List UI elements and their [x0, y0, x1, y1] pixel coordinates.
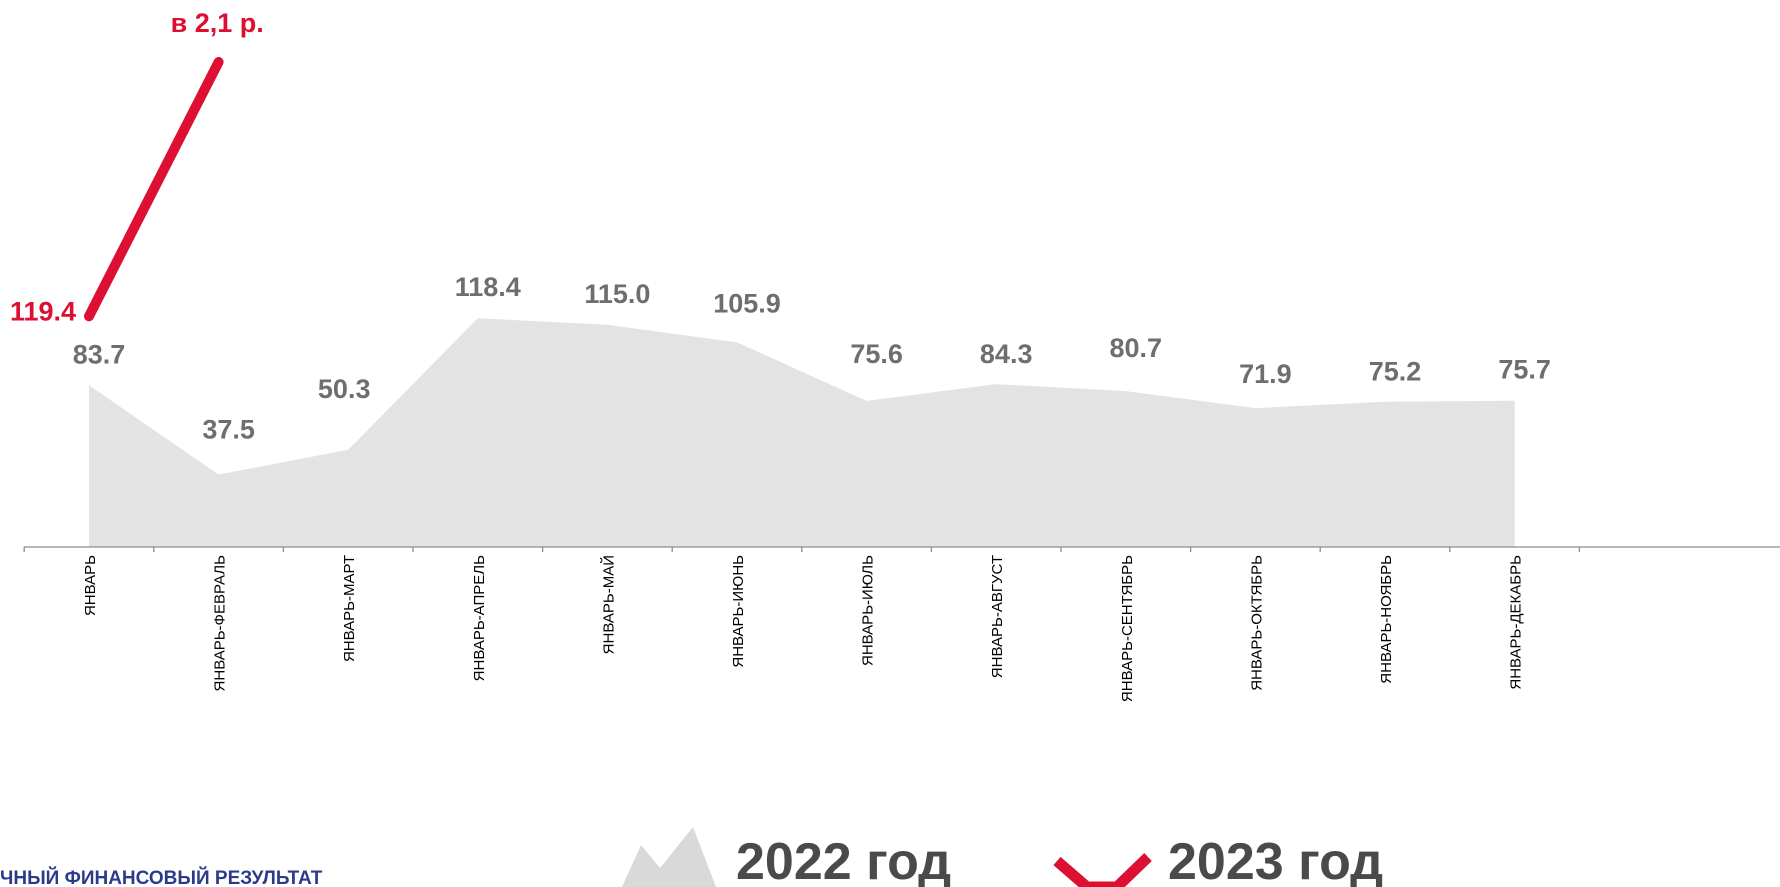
x-tick-label: ЯНВАРЬ-АВГУСТ	[989, 555, 1006, 678]
x-axis: ЯНВАРЬ ЯНВАРЬ-ФЕВРАЛЬ ЯНВАРЬ-МАРТ ЯНВАРЬ-АП…	[23, 546, 1780, 702]
legend-2023-line-icon	[1053, 853, 1152, 887]
data-label-2022: 75.6	[850, 339, 903, 369]
x-tick-label: ЯНВАРЬ-СЕНТЯБРЬ	[1119, 555, 1136, 702]
data-labels: 83.7 37.5 50.3 118.4 115.0 105.9 75.6 84.3 80.7 7…	[10, 272, 1551, 444]
legend-2022-area-icon	[622, 827, 716, 887]
x-tick-label: ЯНВАРЬ-ДЕКАБРЬ	[1508, 555, 1525, 690]
data-label-2022: 80.7	[1110, 333, 1163, 363]
legend-2022-label: 2022 год	[736, 833, 951, 887]
footer-caption: ЧНЫЙ ФИНАНСОВЫЙ РЕЗУЛЬТАТ	[0, 867, 323, 887]
data-label-2022: 75.7	[1498, 355, 1551, 385]
data-label-2023: 119.4	[10, 296, 76, 326]
data-label-2022: 105.9	[713, 288, 781, 318]
legend-2023-label: 2023 год	[1168, 833, 1383, 887]
data-label-2022: 115.0	[584, 279, 650, 309]
x-tick-label: ЯНВАРЬ-АПРЕЛЬ	[471, 555, 488, 681]
data-label-2022: 71.9	[1239, 359, 1292, 389]
x-tick-label: ЯНВАРЬ-ФЕВРАЛЬ	[212, 555, 229, 692]
x-tick-label: ЯНВАРЬ-МАРТ	[341, 555, 358, 662]
x-tick-label: ЯНВАРЬ-НОЯБРЬ	[1378, 555, 1395, 684]
data-label-2022: 50.3	[318, 374, 371, 404]
data-label-2022: 75.2	[1369, 357, 1422, 387]
x-tick-label: ЯНВАРЬ-МАЙ	[599, 555, 617, 654]
series-2022-area	[89, 318, 1515, 547]
x-tick-label: ЯНВАРЬ-ОКТЯБРЬ	[1248, 555, 1265, 691]
x-tick-label: ЯНВАРЬ-ИЮЛЬ	[860, 555, 877, 666]
series-2023-line	[84, 57, 224, 322]
legend: 2022 год 2023 год	[622, 827, 1383, 887]
data-label-2022: 118.4	[455, 272, 521, 302]
data-label-2022: 84.3	[980, 339, 1033, 369]
data-label-2022: 83.7	[73, 339, 126, 369]
series-2023-line-group	[84, 57, 224, 322]
growth-annotation: в 2,1 р.	[171, 8, 264, 38]
x-tick-label: ЯНВАРЬ-ИЮНЬ	[730, 555, 747, 668]
series-2022-area-group	[89, 318, 1515, 547]
data-label-2022: 37.5	[202, 415, 255, 445]
x-tick-label: ЯНВАРЬ	[82, 555, 99, 616]
